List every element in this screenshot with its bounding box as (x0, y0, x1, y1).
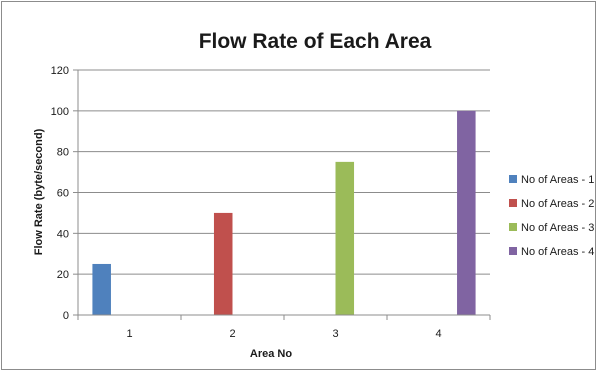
legend-label: No of Areas - 4 (521, 246, 594, 258)
bar-4 (457, 110, 476, 315)
y-tick-label: 0 (63, 310, 69, 322)
legend-label: No of Areas - 3 (521, 222, 594, 234)
chart-title: Flow Rate of Each Area (199, 30, 432, 53)
x-tick-label: 1 (126, 328, 132, 340)
legend-label: No of Areas - 1 (521, 174, 594, 186)
y-tick-label: 60 (57, 188, 69, 200)
bar-2 (213, 212, 233, 315)
y-axis-label: Flow Rate (byte/second) (33, 128, 45, 255)
y-tick-label: 20 (57, 269, 69, 281)
bar-1 (92, 263, 111, 315)
x-tick-label: 3 (332, 328, 338, 340)
y-tick-label: 100 (51, 106, 69, 118)
gridlines (78, 69, 490, 275)
y-axis-ticks: 0 20 40 60 80 100 120 (51, 65, 78, 322)
x-tick-label: 2 (229, 328, 235, 340)
bars (92, 110, 476, 315)
y-tick-label: 40 (57, 228, 69, 240)
legend-swatch (509, 175, 517, 183)
legend-label: No of Areas - 2 (521, 198, 594, 210)
x-tick-label: 4 (435, 328, 441, 340)
legend-swatch (509, 247, 517, 255)
y-tick-label: 120 (51, 65, 69, 77)
x-axis-label: Area No (250, 348, 292, 360)
bar-3 (335, 161, 355, 315)
legend-swatch (509, 199, 517, 207)
y-tick-label: 80 (57, 147, 69, 159)
x-axis-ticks: 1 2 3 4 (77, 315, 491, 340)
legend: No of Areas - 1 No of Areas - 2 No of Area… (509, 174, 594, 258)
legend-swatch (509, 223, 517, 231)
